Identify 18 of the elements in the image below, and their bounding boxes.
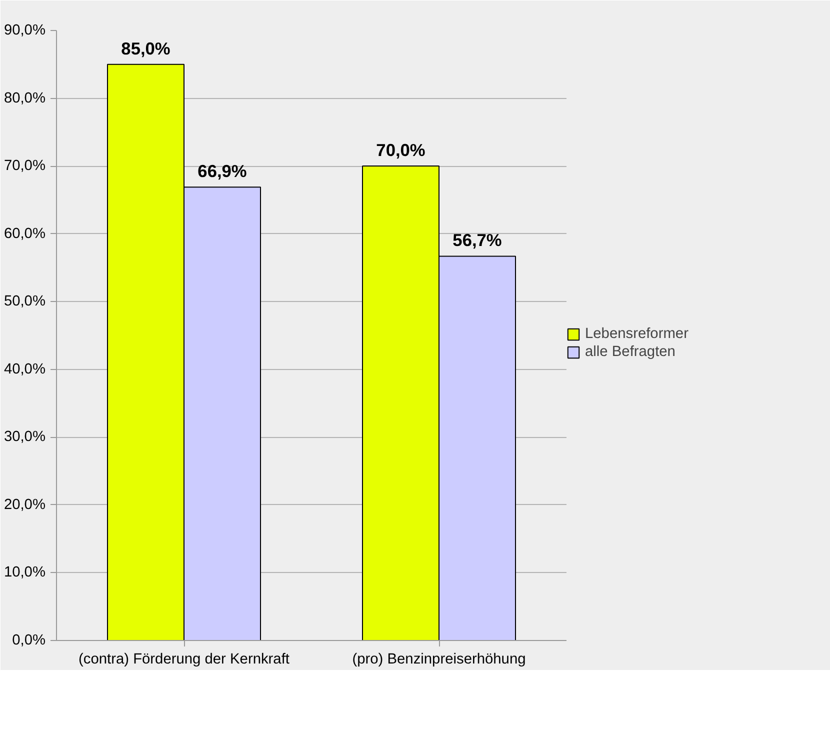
y-tick-label: 70,0%: [4, 158, 46, 174]
y-tick-label: 0,0%: [12, 632, 46, 648]
y-tick-label: 30,0%: [4, 429, 46, 446]
y-tick-label: 50,0%: [4, 294, 46, 310]
data-label: 66,9%: [198, 161, 247, 182]
data-label: 56,7%: [452, 230, 502, 250]
y-tick-label: 80,0%: [4, 90, 46, 106]
y-tick-label: 20,0%: [4, 496, 46, 513]
legend-label: Lebensreformer: [585, 326, 688, 342]
y-tick-label: 40,0%: [4, 361, 46, 378]
y-tick-label: 90,0%: [4, 22, 46, 38]
data-label: 70,0%: [376, 140, 426, 160]
x-tick-label: (contra) Förderung der Kernkraft: [78, 652, 290, 668]
data-label: 85,0%: [121, 38, 170, 58]
legend-label: alle Befragten: [585, 344, 676, 360]
y-tick-label: 60,0%: [4, 226, 46, 242]
x-tick-label: (pro) Benzinpreiserhöhung: [352, 652, 526, 668]
y-tick-label: 10,0%: [4, 564, 46, 581]
